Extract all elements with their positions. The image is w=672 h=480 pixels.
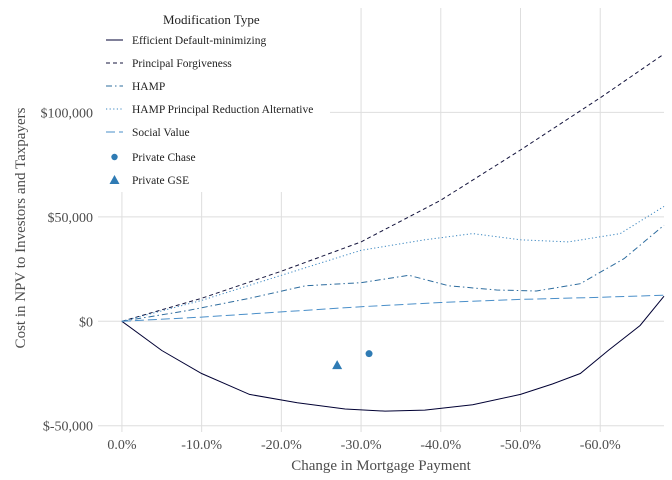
x-tick-label: 0.0% bbox=[107, 438, 137, 453]
y-tick-label: $-50,000 bbox=[43, 420, 93, 435]
x-tick-label: -20.0% bbox=[261, 438, 302, 453]
series-lines bbox=[121, 53, 665, 412]
series-line bbox=[121, 205, 665, 322]
x-axis-title: Change in Mortgage Payment bbox=[291, 458, 471, 474]
y-tick-label: $100,000 bbox=[41, 106, 94, 121]
x-tick-label: -50.0% bbox=[500, 438, 541, 453]
x-tick-label: -40.0% bbox=[420, 438, 461, 453]
legend-label: Private Chase bbox=[132, 152, 196, 164]
x-tick-label: -60.0% bbox=[580, 438, 621, 453]
legend-title: Modification Type bbox=[163, 12, 260, 27]
legend-label: Social Value bbox=[132, 127, 190, 139]
legend-background bbox=[98, 8, 330, 192]
y-axis-title: Cost in NPV to Investors and Taxpayers bbox=[13, 107, 29, 348]
point-marker bbox=[365, 350, 373, 358]
y-axis-ticks: $-50,000 $0 $50,000 $100,000 bbox=[41, 106, 94, 434]
legend-label: HAMP bbox=[132, 81, 165, 93]
series-line bbox=[121, 295, 665, 412]
legend-label: Principal Forgiveness bbox=[132, 58, 232, 70]
series-line bbox=[121, 294, 665, 322]
x-tick-label: -10.0% bbox=[181, 438, 222, 453]
legend-key bbox=[111, 153, 118, 161]
legend-label: Private GSE bbox=[132, 175, 189, 187]
legend-key bbox=[109, 175, 120, 184]
x-axis-ticks: 0.0% -10.0% -20.0% -30.0% -40.0% -50.0% -60.0% bbox=[107, 438, 621, 453]
series-line bbox=[121, 53, 665, 322]
legend-label: Efficient Default-minimizing bbox=[132, 35, 266, 47]
point-marker bbox=[332, 360, 343, 370]
point-markers bbox=[332, 350, 373, 370]
legend: Modification Type Efficient Default-mini… bbox=[98, 8, 330, 192]
series-line bbox=[121, 224, 665, 322]
legend-label: HAMP Principal Reduction Alternative bbox=[132, 104, 313, 116]
y-tick-label: $50,000 bbox=[48, 211, 94, 226]
y-tick-label: $0 bbox=[79, 315, 93, 330]
x-tick-label: -30.0% bbox=[341, 438, 382, 453]
